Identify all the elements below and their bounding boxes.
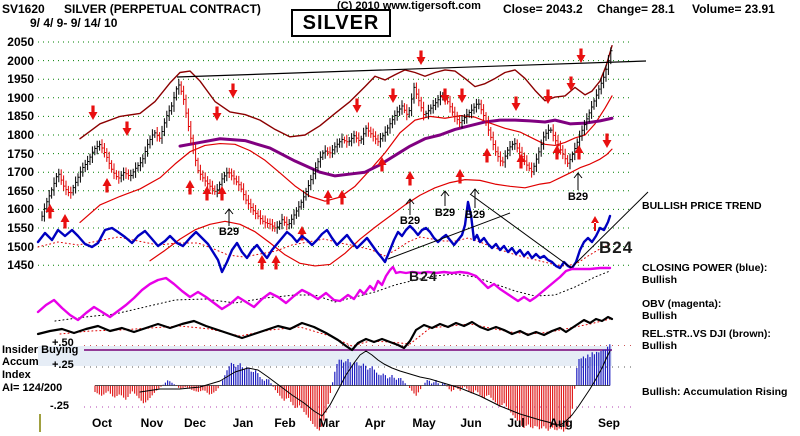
- x-axis-month-label: Jul: [507, 416, 525, 430]
- price-bars-down: [60, 81, 570, 232]
- close-value: Close= 2043.2: [503, 2, 583, 16]
- b29-signal-label: B29: [434, 207, 456, 219]
- b29-arrow: [440, 190, 450, 206]
- rel-strength-status: Bullish: [642, 340, 678, 352]
- x-axis-month-label: Aug: [549, 416, 573, 430]
- b29-arrow: [405, 198, 415, 215]
- rel-strength-ma: [59, 318, 611, 347]
- accumulation-note: Bullish: Accumulation Rising: [642, 386, 788, 398]
- x-axis-month-label: Nov: [140, 416, 164, 430]
- b29-arrow: [573, 172, 583, 190]
- closing-power-label: CLOSING POWER (blue):: [642, 262, 768, 274]
- change-value: Change= 28.1: [597, 2, 675, 16]
- y-axis-tick-label: 1650: [7, 183, 34, 198]
- purple-moving-average: [178, 116, 614, 178]
- b29-arrow: [470, 188, 480, 208]
- ai-histogram-negative: [94, 385, 576, 432]
- y-axis-tick-label: 2000: [7, 53, 34, 68]
- b29-signal-label: B29: [399, 215, 421, 227]
- accum-label: Accum: [2, 356, 39, 368]
- closing-power-line: [36, 200, 612, 274]
- y-axis-tick-label: 1900: [7, 90, 34, 105]
- y-axis-tick-label: 1800: [7, 128, 34, 142]
- ai-value: AI= 124/200: [2, 382, 63, 394]
- level-minus-25: -.25: [50, 400, 69, 412]
- y-axis-tick-label: 1850: [7, 109, 34, 124]
- b29-signal-label: B29: [567, 191, 589, 203]
- level-plus-25: +.25: [52, 359, 74, 371]
- x-axis-month-label: Sep: [597, 416, 621, 430]
- volume-value: Volume= 23.91: [692, 2, 775, 16]
- obv-status: Bullish: [642, 310, 678, 322]
- b24-signal-label: B24: [409, 268, 438, 284]
- rel-strength-line: [36, 315, 614, 352]
- cp-trendline: [570, 191, 649, 269]
- chart-title: SILVER (PERPETUAL CONTRACT): [64, 2, 261, 16]
- ticker-symbol: SV1620: [2, 2, 45, 16]
- symbol-banner: SILVER: [291, 9, 391, 37]
- x-axis-month-label: May: [412, 416, 436, 430]
- level-plus-50: +.50: [52, 337, 74, 349]
- y-axis-tick-label: 1750: [7, 146, 34, 161]
- b29-signal-label: B29: [464, 209, 486, 221]
- bullish-price-trend-label: BULLISH PRICE TREND: [642, 200, 762, 212]
- cp-trendline: [387, 212, 511, 260]
- closing-power-status: Bullish: [642, 274, 678, 286]
- thin-buy-arrow: [591, 216, 599, 231]
- obv-label: OBV (magenta):: [642, 298, 722, 310]
- y-axis-tick-label: 2050: [7, 35, 34, 49]
- x-axis-month-label: Oct: [91, 416, 113, 430]
- mid-band: [79, 95, 613, 224]
- rel-strength-label: REL.STR..VS DJI (brown):: [642, 328, 771, 340]
- upper-band: [79, 45, 613, 140]
- x-axis-month-label: Apr: [364, 416, 386, 430]
- b24-signal-label: B24: [599, 238, 634, 257]
- ai-band-bg: [38, 346, 612, 366]
- copyright-text: (C) 2010 www.tigersoft.com: [337, 0, 481, 12]
- obv-line: [36, 265, 612, 322]
- closing-power-ma: [37, 236, 611, 267]
- y-axis-tick-label: 1950: [7, 72, 34, 87]
- lower-band: [149, 148, 613, 267]
- price-bars-up: [41, 47, 613, 234]
- y-axis-tick-label: 1600: [7, 202, 34, 217]
- obv-ma: [54, 270, 611, 322]
- x-axis-month-label: Feb: [274, 416, 296, 430]
- b29-arrow: [224, 208, 234, 226]
- y-axis-tick-label: 1550: [7, 221, 34, 235]
- x-axis-month-label: Jun: [460, 416, 482, 430]
- x-axis-month-label: Dec: [183, 416, 207, 430]
- y-axis-tick-label: 1500: [7, 239, 34, 254]
- y-axis-tick-label: 1450: [7, 258, 34, 273]
- index-label: Index: [2, 369, 31, 381]
- x-axis-month-label: Mar: [318, 416, 340, 430]
- date-range: 9/ 4/ 9- 9/ 14/ 10: [30, 16, 118, 30]
- y-axis-tick-label: 1700: [7, 165, 34, 180]
- insider-buying-label: Insider Buying: [2, 344, 79, 356]
- x-axis-month-label: Jan: [232, 416, 254, 430]
- resistance-trendline: [176, 60, 647, 78]
- cp-trendline: [469, 193, 574, 270]
- ai-signal-line: [139, 350, 611, 426]
- b29-signal-label: B29: [218, 226, 240, 238]
